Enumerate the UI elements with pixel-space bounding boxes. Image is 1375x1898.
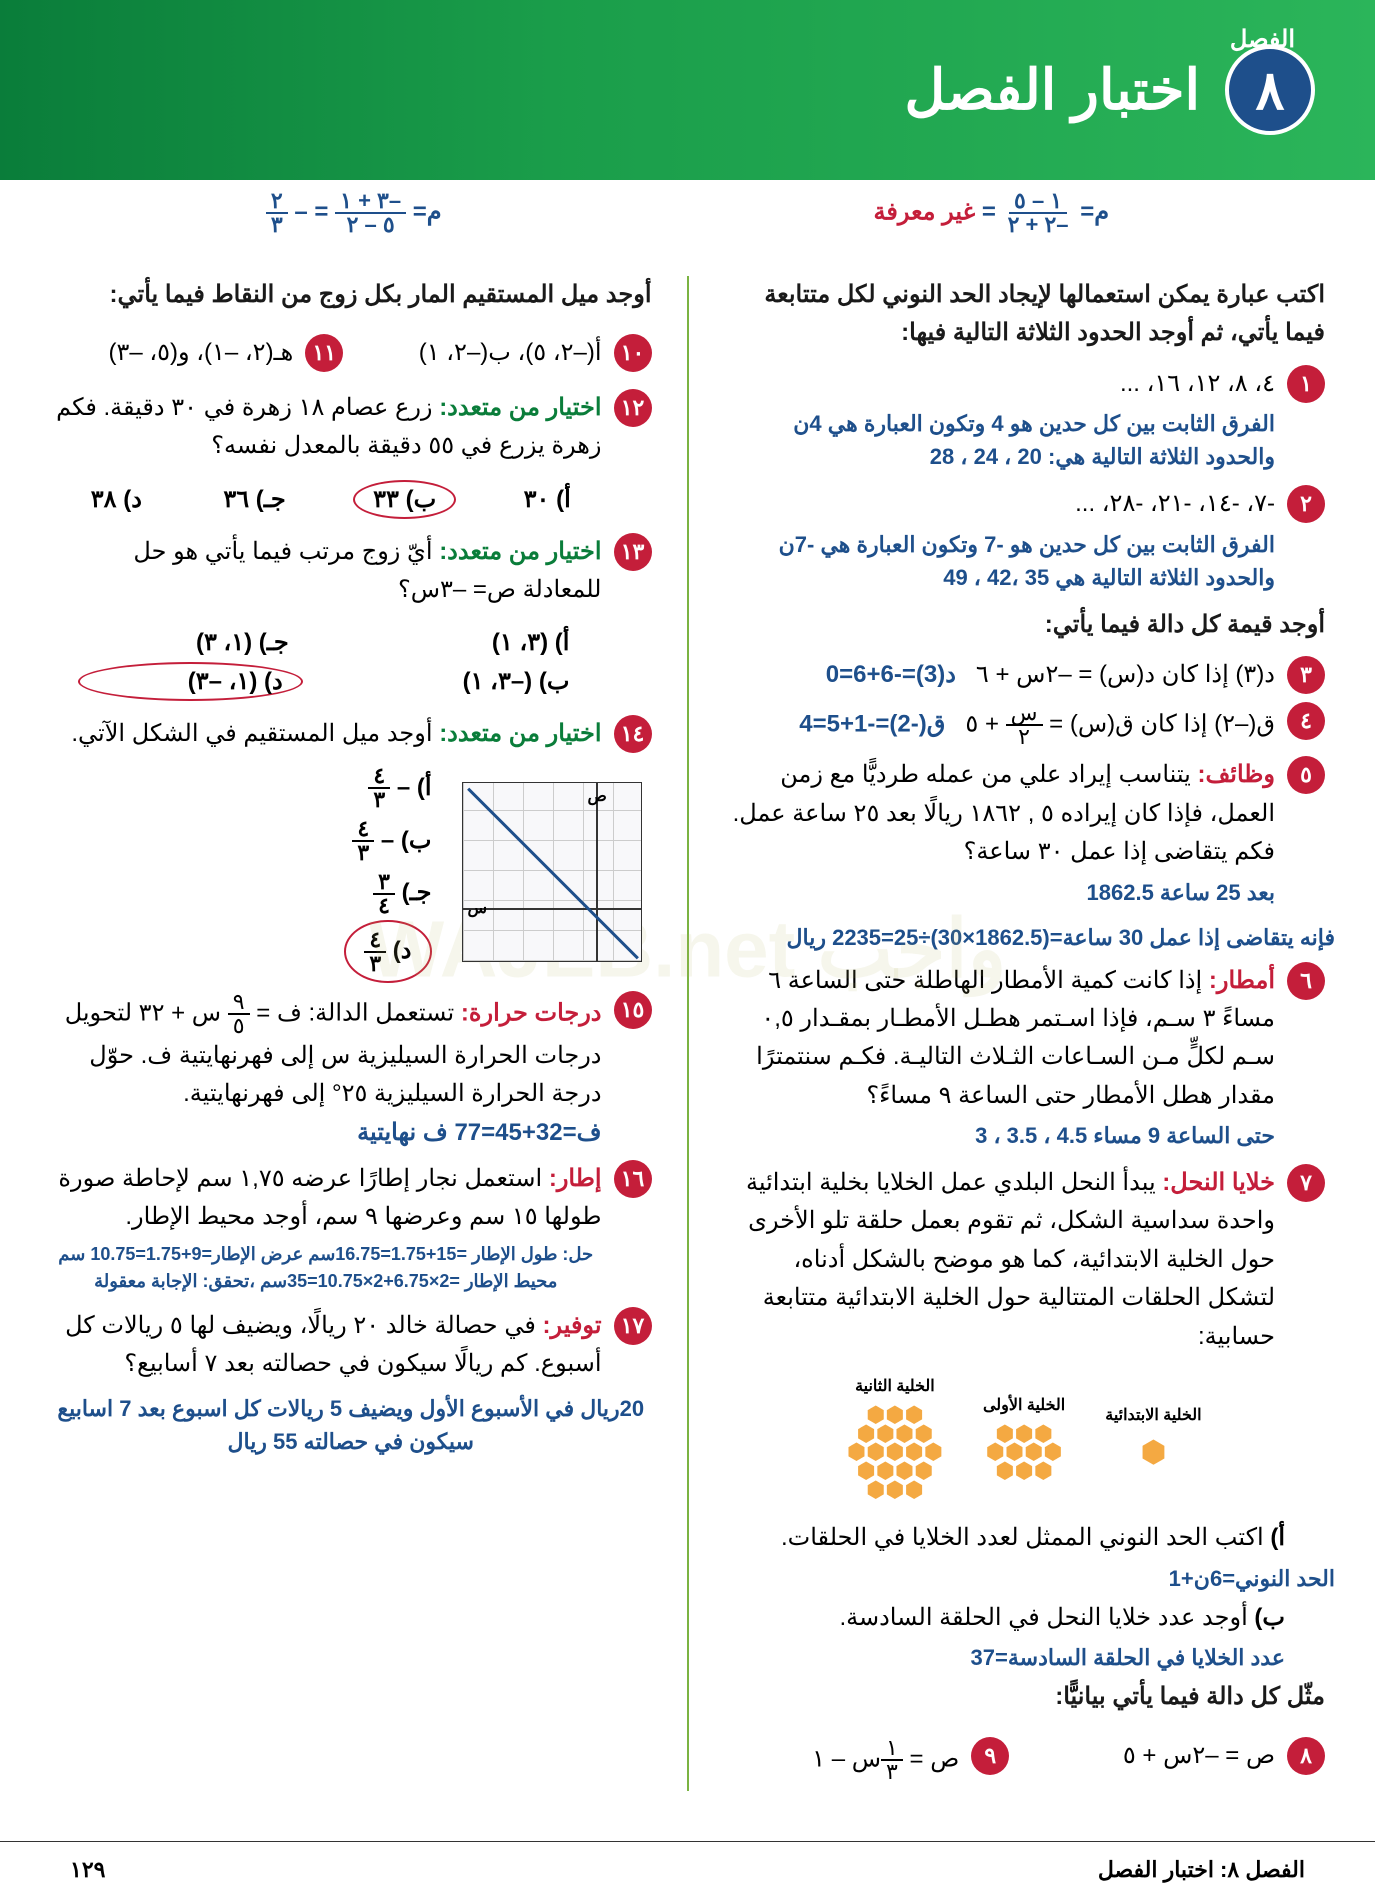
right-column: اكتب عبارة يمكن استعمالها لإيجاد الحد ال… bbox=[724, 276, 1326, 1791]
honeycomb-diagram: الخلية الابتدائية⬢ الخلية الأولى⬢⬢⬢⬢⬢⬢⬢⬢… bbox=[724, 1376, 1326, 1499]
choice-12b-correct: ب) ٣٣ bbox=[353, 480, 456, 519]
answer-5a: بعد 25 ساعة 1862.5 bbox=[724, 876, 1276, 909]
instruction-2: أوجد قيمة كل دالة فيما يأتي: bbox=[724, 606, 1326, 644]
question-7b: ب) أوجد عدد خلايا النحل في الحلقة السادس… bbox=[724, 1599, 1286, 1637]
column-divider bbox=[687, 276, 689, 1791]
line-graph: ص س bbox=[462, 782, 642, 962]
choice-13b: ب) (–٣، ١) bbox=[359, 662, 584, 701]
answer-6: حتى الساعة 9 مساء 4.5 ، 3.5 ، 3 bbox=[724, 1119, 1276, 1152]
choice-12d: د) ٣٨ bbox=[77, 480, 156, 519]
answer-15: ف=32+45=77 ف نهايتية bbox=[357, 1119, 601, 1146]
left-column: أوجد ميل المستقيم المار بكل زوج من النقا… bbox=[50, 276, 652, 1791]
chapter-title: اختبار الفصل bbox=[904, 57, 1200, 123]
question-5: ٥ وظائف: يتناسب إيراد علي من عمله طرديًّ… bbox=[724, 756, 1326, 912]
choice-13d-correct: د) (١، –٣) bbox=[78, 662, 303, 701]
answer-7a: الحد النوني=6ن+1 bbox=[724, 1562, 1336, 1595]
choices-13: أ) (٣، ١) جـ) (١، ٣) ب) (–٣، ١) د) (١، –… bbox=[50, 623, 612, 701]
answer-16: حل: طول الإطار =15+1.75=16.75سم عرض الإط… bbox=[50, 1241, 602, 1295]
question-17: ١٧ توفير: في حصالة خالد ٢٠ ريالًا، ويضيف… bbox=[50, 1307, 652, 1384]
choice-13c: جـ) (١، ٣) bbox=[78, 623, 303, 662]
choice-12c: جـ) ٣٦ bbox=[209, 480, 299, 519]
hex-icon-2: ⬢⬢⬢⬢⬢⬢⬢⬢⬢⬢ bbox=[983, 1425, 1065, 1481]
chapter-label: الفصل bbox=[1230, 25, 1295, 54]
question-15: ١٥ درجات حرارة: تستعمل الدالة: ف = ٩٥ س … bbox=[50, 991, 652, 1152]
choice-14c: جـ) ٣٤ bbox=[50, 867, 432, 920]
instruction-1: اكتب عبارة يمكن استعمالها لإيجاد الحد ال… bbox=[724, 276, 1326, 353]
choice-14a: أ) – ٤٣ bbox=[50, 762, 432, 815]
answer-1: الفرق الثابت بين كل حدين هو 4 وتكون العب… bbox=[724, 407, 1276, 473]
question-8: ٨ ص = –٢س + ٥ bbox=[1039, 1737, 1325, 1783]
question-14: ١٤ اختيار من متعدد: أوجد ميل المستقيم في… bbox=[50, 715, 652, 753]
question-7a: أ) اكتب الحد النوني الممثل لعدد الخلايا … bbox=[724, 1519, 1286, 1557]
instruction-3: مثّل كل دالة فيما يأتي بيانيًّا: bbox=[724, 1678, 1326, 1716]
answer-17: 20ريال في الأسبوع الأول ويضيف 5 ريالات ك… bbox=[50, 1392, 652, 1458]
question-7: ٧ خلايا النحل: يبدأ النحل البلدي عمل الخ… bbox=[724, 1164, 1326, 1356]
question-1: ١ ٤، ٨، ١٢، ١٦، ...الفرق الثابت بين كل ح… bbox=[724, 365, 1326, 477]
question-16: ١٦ إطار: استعمل نجار إطارًا عرضه ١,٧٥ سم… bbox=[50, 1160, 652, 1299]
formula-right: م= ١ – ٥–٢ + ٢ = غير معرفة bbox=[873, 190, 1109, 236]
question-12: ١٢ اختيار من متعدد: زرع عصام ١٨ زهرة في … bbox=[50, 389, 652, 466]
chapter-header: الفصل ٨ اختبار الفصل bbox=[0, 0, 1375, 180]
formula-left: م= –٣ + ١٥ – ٢ = – ٢٣ bbox=[266, 190, 442, 236]
answer-2: الفرق الثابت بين كل حدين هو -7 وتكون الع… bbox=[724, 528, 1276, 594]
hex-icon-3: ⬢⬢⬢⬢⬢⬢⬢⬢⬢⬢⬢⬢⬢⬢⬢⬢⬢⬢⬢ bbox=[847, 1406, 943, 1499]
choice-14b: ب) – ٤٣ bbox=[50, 815, 432, 868]
question-6: ٦ أمطار: إذا كانت كمية الأمطار الهاطلة ح… bbox=[724, 962, 1326, 1157]
choices-12: أ) ٣٠ ب) ٣٣ جـ) ٣٦ د) ٣٨ bbox=[50, 480, 612, 519]
question-13: ١٣ اختيار من متعدد: أيّ زوج مرتب فيما يأ… bbox=[50, 533, 652, 610]
choice-13a: أ) (٣، ١) bbox=[359, 623, 584, 662]
question-4: ٤ ق(–٢) إذا كان ق(س) = س٢ + ٥ ق(-2)=-1+5… bbox=[724, 702, 1326, 748]
question-11: ١١ هـ(٢، –١)، و(٥، –٣) bbox=[50, 334, 343, 372]
question-9: ٩ ص = ١٣س – ١ bbox=[724, 1737, 1010, 1783]
footer-chapter: الفصل ٨: اختبار الفصل bbox=[1098, 1857, 1305, 1883]
page-number: ١٢٩ bbox=[70, 1857, 105, 1883]
chapter-number-circle: ٨ bbox=[1225, 45, 1315, 135]
question-2: ٢ -٧، -١٤، -٢١، -٢٨، ...الفرق الثابت بين… bbox=[724, 485, 1326, 597]
hex-icon-1: ⬢ bbox=[1105, 1435, 1201, 1470]
choices-14: أ) – ٤٣ ب) – ٤٣ جـ) ٣٤ د) ٤٣ bbox=[50, 762, 432, 983]
choice-12a: أ) ٣٠ bbox=[510, 480, 585, 519]
formula-row: م= ١ – ٥–٢ + ٢ = غير معرفة م= –٣ + ١٥ – … bbox=[0, 180, 1375, 246]
question-3: ٣ د(٣) إذا كان د(س) = –٢س + ٦ د(3)=-6+6=… bbox=[724, 656, 1326, 694]
choice-14d-correct: د) ٤٣ bbox=[344, 920, 431, 983]
answer-5b: فإنه يتقاضى إذا عمل 30 ساعة=(1862.5×30)÷… bbox=[724, 921, 1336, 954]
page-footer: الفصل ٨: اختبار الفصل ١٢٩ bbox=[0, 1841, 1375, 1898]
question-10: ١٠ أ(–٢، ٥)، ب(–٢، ١) bbox=[358, 334, 651, 372]
instruction-left-1: أوجد ميل المستقيم المار بكل زوج من النقا… bbox=[50, 276, 652, 314]
answer-4: ق(-2)=-1+5=4 bbox=[799, 711, 945, 738]
answer-3: د(3)=-6+6=0 bbox=[826, 661, 956, 688]
answer-7b: عدد الخلايا في الحلقة السادسة=37 bbox=[724, 1641, 1286, 1674]
